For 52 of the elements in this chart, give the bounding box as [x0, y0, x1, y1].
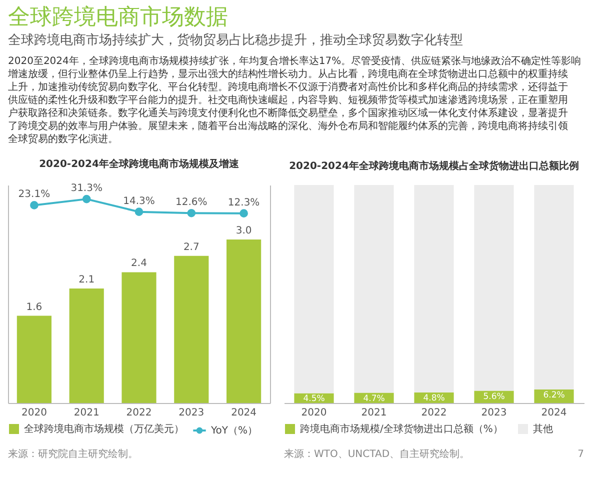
legend-label: 其他	[533, 423, 553, 435]
data-label: 12.6%	[176, 197, 208, 208]
data-label: 4.8%	[423, 394, 445, 404]
bar	[16, 316, 52, 403]
bar	[534, 185, 574, 390]
bar	[174, 256, 209, 403]
bar	[69, 288, 104, 403]
chart-title: 2020-2024年全球跨境电商市场规模及增速	[39, 158, 240, 170]
bar	[226, 240, 262, 403]
data-label: 6.2%	[543, 390, 565, 400]
chart-title: 2020-2024年全球跨境电商市场规模占全球货物进出口总额比例	[289, 160, 579, 172]
data-label: 3.0	[236, 226, 252, 236]
text: 全球跨境电商市场数据	[8, 5, 228, 30]
bar	[414, 185, 454, 393]
data-label: 2.7	[183, 242, 200, 253]
legend-label: 全球跨境电商市场规模（万亿美元）	[24, 423, 184, 435]
bar	[294, 185, 334, 394]
x-tick-label: 2023	[178, 408, 204, 418]
data-label: 2.4	[131, 258, 147, 270]
bar	[122, 272, 156, 403]
data-label: 2.1	[78, 274, 95, 286]
data-label: 4.7%	[363, 394, 385, 404]
point	[82, 194, 91, 204]
x-tick-label: 2023	[481, 408, 507, 418]
bar	[474, 185, 514, 391]
x-tick-label: 2024	[231, 408, 257, 418]
x-tick-label: 2021	[74, 408, 100, 418]
point	[134, 208, 144, 216]
text: 2020至2024年，全球跨境电商市场规模持续扩张，年均复合增长率达17%。尽管受疫情、供应链紧张与地缘政治不确定性等影响增速放缓，但行业整体仍呈上行趋势，显示出强大的结构性增长动力。从占比看，跨境电商在全球货物进出口总额中的权重持续上升，加速推动传统贸易向数字化、平台化转型。跨境电商增长不仅源于消费者对高性价比和多样化商品的持续需求，还得益于供应链的柔性化升级和数字平台能力的提升。社交电商快速崛起，内容导购、短视频带货等模式加速渗透跨境场景，正在重塑用户获取路径和决策链条。数字化通关与跨境支付便利化也不断降低交易壁垒，多个国家推动区域一体化支付体系建设，显著提升了跨境交易的效率与用户体验。展望未来，随着平台出海战略的深化、海外仓布局和智能履约体系的完善，跨境电商将持续引领全球贸易的数字化演进。	[7, 55, 582, 145]
x-tick-label: 2022	[421, 408, 447, 418]
x-tick-label: 2022	[126, 408, 152, 418]
data-label: 4.5%	[303, 394, 325, 404]
data-label: 31.3%	[70, 183, 102, 194]
legend-label: 跨境电商市场规模/全球货物进出口总额（%）	[300, 423, 503, 435]
source-note: 来源：WTO、UNCTAD、自主研究绘制。	[284, 448, 470, 460]
x-tick-label: 2021	[361, 408, 387, 418]
data-label: 5.6%	[483, 392, 505, 402]
data-label: 1.6	[26, 302, 42, 313]
data-label: 12.3%	[228, 197, 260, 208]
point	[240, 209, 248, 218]
text: 7	[578, 449, 584, 460]
point	[187, 208, 196, 218]
data-label: 14.3%	[123, 196, 155, 207]
legend-label: YoY（%）	[210, 426, 258, 436]
point	[30, 201, 38, 210]
x-tick-label: 2020	[301, 408, 327, 418]
bar	[354, 185, 394, 393]
x-tick-label: 2020	[21, 408, 47, 418]
text: 全球跨境电商市场持续扩大，货物贸易占比稳步提升，推动全球贸易数字化转型	[8, 32, 463, 48]
x-tick-label: 2024	[541, 408, 567, 418]
data-label: 23.1%	[18, 189, 50, 200]
source-note: 来源：研究院自主研究绘制。	[8, 448, 138, 460]
